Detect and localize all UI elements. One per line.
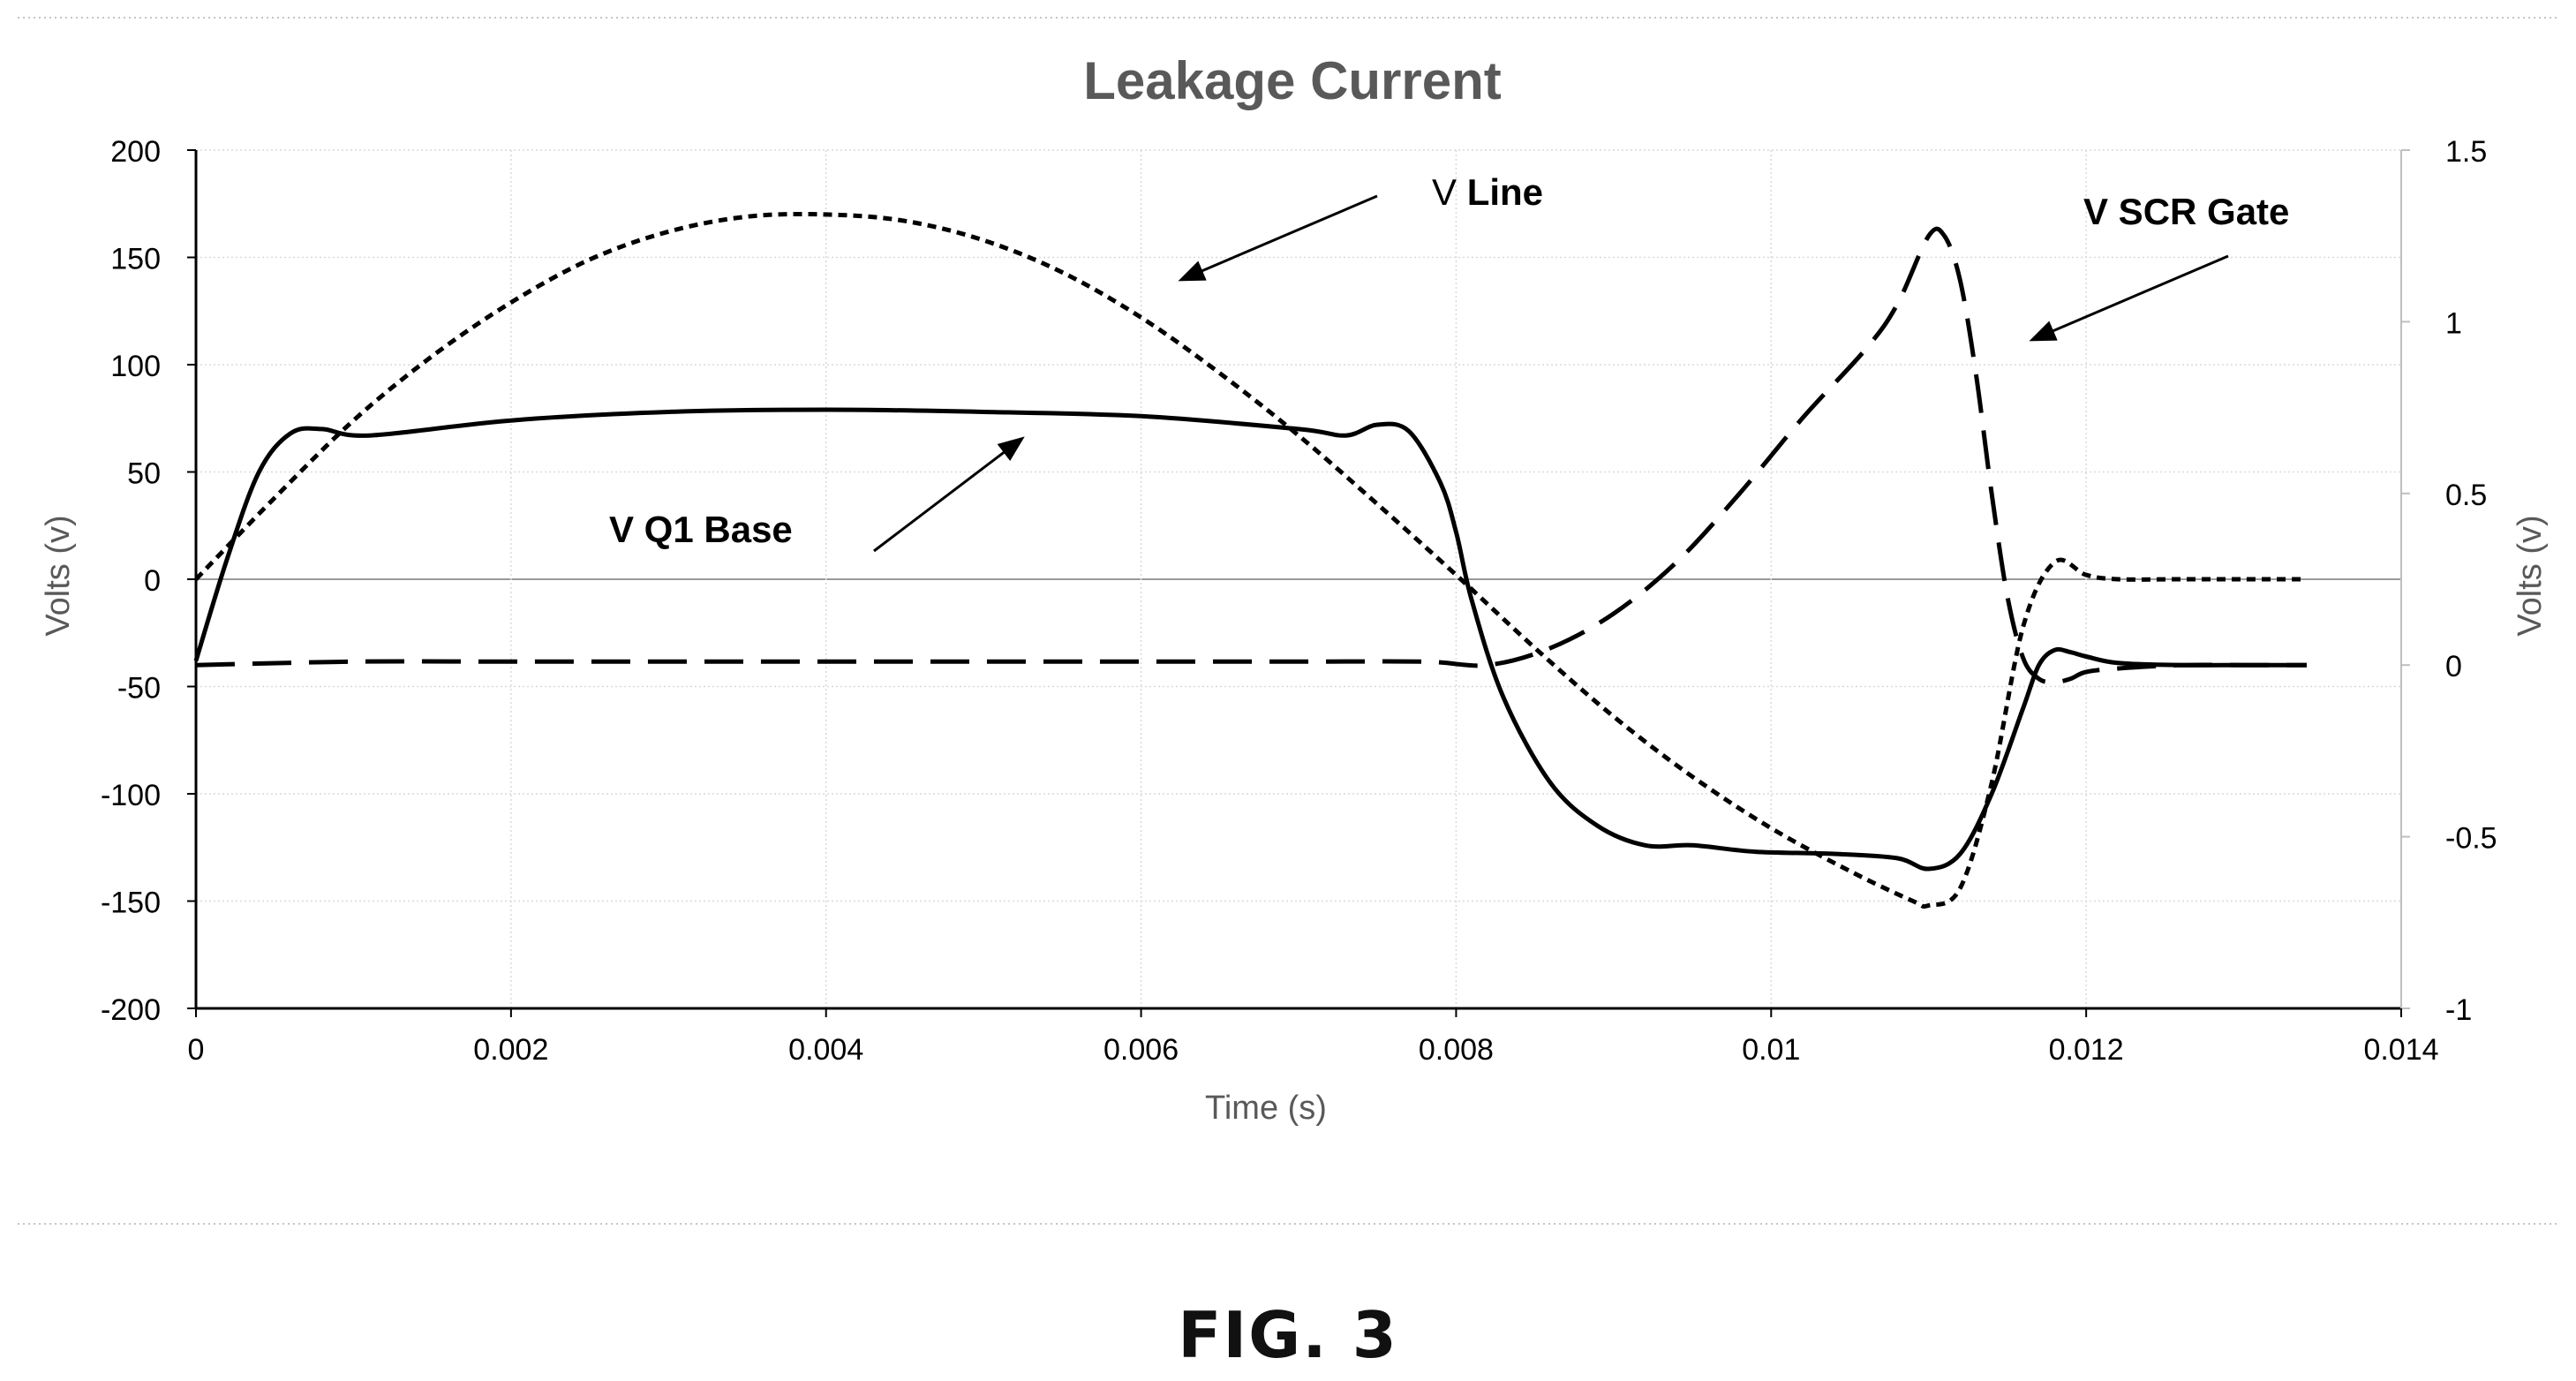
tick-labels: 200 150 100 50 0 -50 -100 -150 -200 1.5 1 0.5 0 -0.5 -… (101, 135, 2497, 1067)
series-v-q1-base (193, 407, 2307, 872)
series-label-v-line-bold: Line (1467, 171, 1543, 213)
series-v-line (194, 211, 2307, 909)
y-left-tick-label: -50 (117, 672, 161, 706)
x-axis-label: Time (s) (1205, 1090, 1327, 1127)
x-tick-label: 0.008 (1419, 1033, 1494, 1067)
x-tick-label: 0.014 (2363, 1033, 2438, 1067)
x-tick-label: 0.01 (1742, 1033, 1800, 1067)
grid-lines (196, 149, 2402, 1009)
y-left-tick-label: -100 (101, 779, 161, 812)
chart-title: Leakage Current (1083, 51, 1502, 110)
series-label-v-line: V Line (1432, 171, 1543, 213)
series-lines (193, 211, 2307, 909)
y-right-tick-label: 0 (2445, 650, 2462, 683)
series-v-scr-gate (195, 226, 2307, 685)
arrow-v-scr-gate (2029, 254, 2229, 342)
y-right-tick-label: 0.5 (2445, 479, 2487, 512)
y-left-tick-label: 50 (127, 457, 161, 491)
x-tick-label: 0.004 (788, 1033, 863, 1067)
series-label-v-scr-gate: V SCR Gate (2083, 191, 2289, 232)
axes (187, 149, 2410, 1017)
arrow-v-q1-base (873, 436, 1025, 553)
x-tick-label: 0.012 (2049, 1033, 2124, 1067)
y-right-tick-label: 1.5 (2445, 135, 2487, 169)
annotations (873, 194, 2229, 553)
figure-caption: FIG. 3 (1178, 1298, 1398, 1372)
y-left-tick-label: 0 (144, 564, 161, 598)
series-label-v-line-prefix: V (1432, 171, 1457, 213)
y-axis-label-left: Volts (v) (40, 515, 77, 636)
arrow-v-line (1178, 194, 1378, 282)
x-tick-label: 0 (188, 1033, 205, 1067)
x-tick-label: 0.006 (1103, 1033, 1179, 1067)
y-left-tick-label: 100 (110, 350, 161, 383)
y-left-tick-label: -150 (101, 887, 161, 920)
series-label-v-q1-base: V Q1 Base (609, 509, 793, 550)
y-left-tick-label: -200 (101, 993, 161, 1027)
y-right-tick-label: -0.5 (2445, 822, 2497, 856)
y-left-tick-label: 150 (110, 243, 161, 276)
y-left-tick-label: 200 (110, 135, 161, 169)
x-tick-label: 0.002 (473, 1033, 548, 1067)
y-axis-label-right: Volts (v) (2512, 515, 2549, 636)
y-right-tick-label: 1 (2445, 306, 2462, 340)
y-right-tick-label: -1 (2445, 993, 2472, 1027)
